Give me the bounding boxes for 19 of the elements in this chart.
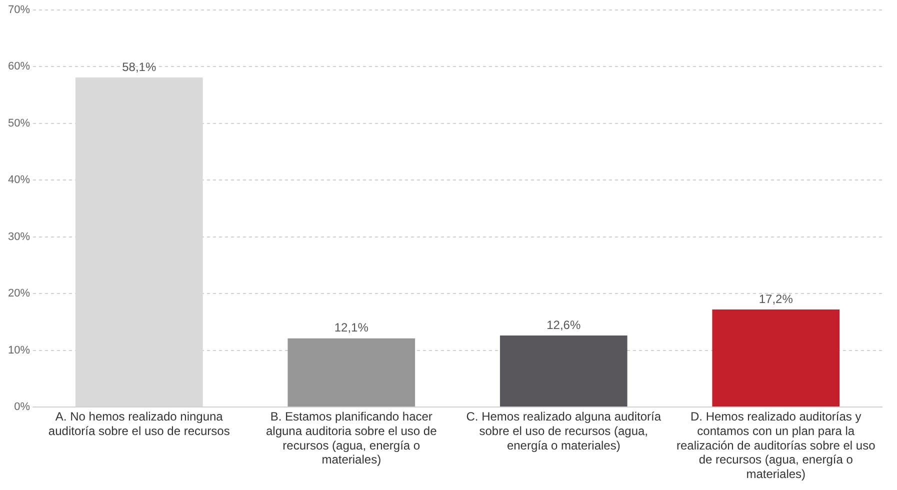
data-label: 12,6%	[546, 318, 581, 332]
y-tick-label: 50%	[8, 117, 30, 130]
x-tick-label: A. No hemos realizado ninguna auditoría sobre el uso de recursos	[48, 410, 230, 438]
y-tick-label: 0%	[14, 401, 30, 414]
y-tick-label: 70%	[8, 4, 30, 16]
bar	[500, 336, 628, 406]
data-label: 17,2%	[758, 292, 794, 306]
data-label: 12,1%	[334, 320, 369, 335]
x-tick-label: D. Hemos realizado auditorías y contamos con un plan para la realización de auditorías sobre el uso de recursos (agua, energía o materiales)	[676, 410, 876, 482]
y-tick-label: 20%	[8, 288, 30, 300]
y-tick-label: 30%	[8, 230, 30, 243]
bar	[288, 338, 416, 406]
x-tick-label: C. Hemos realizado alguna auditoría sobre el uso de recursos (agua, energía o materiales)	[466, 410, 662, 452]
x-tick-label: B. Estamos planificando hacer alguna auditoria sobre el uso de recursos (agua, energía o materiales)	[266, 410, 438, 467]
y-tick-label: 10%	[8, 344, 30, 356]
data-label: 58,1%	[122, 60, 156, 74]
y-tick-label: 60%	[8, 60, 30, 73]
y-tick-label: 40%	[8, 174, 30, 186]
bar	[712, 309, 840, 406]
